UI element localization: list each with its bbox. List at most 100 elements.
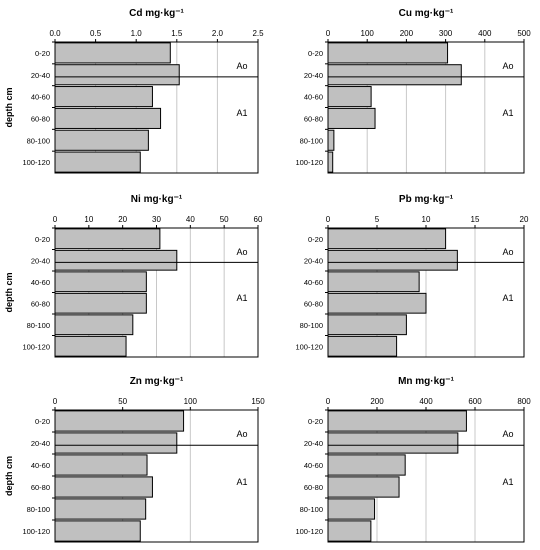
y-tick-label: 0-20 — [308, 235, 323, 244]
horizon-label-a1: A1 — [236, 293, 247, 303]
y-tick-label: 60-80 — [31, 299, 50, 308]
chart-panel-5: Zn mg·kg⁻¹ Ao A1 0 50 100 150 0-20 20-40 40-60 60-… — [4, 376, 265, 543]
bar-20-40 — [54, 249, 178, 271]
x-tick-label: 0 — [326, 397, 331, 406]
y-tick-label: 40-60 — [31, 93, 50, 102]
bar-60-80 — [327, 476, 400, 498]
x-tick-label: 500 — [517, 29, 531, 38]
y-tick-label: 0-20 — [35, 417, 50, 426]
bar-100-120 — [54, 520, 141, 542]
y-tick-label: 20-40 — [304, 439, 323, 448]
bar-40-60 — [327, 454, 406, 476]
y-tick-label: 60-80 — [304, 114, 323, 123]
x-tick-label: 10 — [422, 215, 431, 224]
y-tick-label: 20-40 — [31, 256, 50, 265]
bar-100-120 — [327, 335, 398, 357]
y-tick-label: 60-80 — [304, 299, 323, 308]
bar-60-80 — [54, 292, 147, 314]
x-tick-label: 300 — [439, 29, 453, 38]
bar-0-20 — [54, 42, 171, 64]
x-tick-label: 60 — [254, 215, 263, 224]
chart-panel-4: Pb mg·kg⁻¹ Ao A1 0 5 10 15 20 0-20 20-40 40-60 60-8… — [295, 194, 529, 358]
x-tick-label: 150 — [251, 397, 265, 406]
bar-100-120 — [54, 335, 127, 357]
y-axis-label: depth cm — [4, 87, 14, 127]
y-tick-label: 40-60 — [304, 461, 323, 470]
y-tick-label: 20-40 — [304, 71, 323, 80]
x-tick-label: 0 — [326, 215, 331, 224]
bar-20-40 — [327, 64, 462, 86]
x-tick-label: 0 — [326, 29, 331, 38]
y-tick-label: 100-120 — [22, 342, 50, 351]
x-tick-label: 0.5 — [90, 29, 102, 38]
y-tick-label: 40-60 — [304, 278, 323, 287]
bar-20-40 — [54, 432, 178, 454]
x-tick-label: 20 — [520, 215, 529, 224]
bar-20-40 — [54, 64, 180, 86]
x-tick-label: 0 — [53, 397, 58, 406]
y-tick-label: 100-120 — [22, 527, 50, 536]
y-tick-label: 0-20 — [308, 417, 323, 426]
x-tick-label: 20 — [118, 215, 127, 224]
chart-title: Zn mg·kg⁻¹ — [130, 376, 184, 387]
x-tick-label: 10 — [84, 215, 93, 224]
horizon-label-ao: Ao — [502, 247, 513, 257]
bar-20-40 — [327, 249, 458, 271]
chart-panel-3: Ni mg·kg⁻¹ Ao A1 0 10 20 30 40 50 60 0-20 20-40 40-6… — [4, 194, 263, 358]
horizon-label-ao: Ao — [236, 247, 247, 257]
y-tick-label: 0-20 — [308, 49, 323, 58]
y-tick-label: 100-120 — [295, 342, 323, 351]
bar-100-120 — [327, 151, 334, 173]
bar-80-100 — [327, 498, 376, 520]
y-tick-label: 80-100 — [27, 321, 50, 330]
chart-title: Pb mg·kg⁻¹ — [399, 194, 454, 205]
x-tick-label: 400 — [419, 397, 433, 406]
y-tick-label: 100-120 — [295, 527, 323, 536]
bar-40-60 — [54, 271, 147, 293]
x-tick-label: 50 — [220, 215, 229, 224]
x-tick-label: 0.0 — [49, 29, 61, 38]
bar-80-100 — [327, 314, 407, 336]
x-tick-label: 200 — [370, 397, 384, 406]
bar-0-20 — [54, 410, 185, 432]
bar-0-20 — [54, 228, 161, 250]
y-tick-label: 80-100 — [27, 136, 50, 145]
x-tick-label: 0 — [53, 215, 58, 224]
y-tick-label: 60-80 — [31, 114, 50, 123]
y-axis-label: depth cm — [4, 272, 14, 312]
y-tick-label: 20-40 — [304, 256, 323, 265]
x-tick-label: 2.0 — [212, 29, 224, 38]
x-tick-label: 1.5 — [171, 29, 183, 38]
y-tick-label: 0-20 — [35, 235, 50, 244]
horizon-label-ao: Ao — [502, 61, 513, 71]
y-tick-label: 80-100 — [300, 321, 323, 330]
bar-60-80 — [327, 107, 376, 129]
horizon-label-a1: A1 — [236, 477, 247, 487]
bar-80-100 — [327, 129, 335, 151]
bar-60-80 — [54, 476, 153, 498]
horizon-label-a1: A1 — [502, 293, 513, 303]
bar-0-20 — [327, 410, 467, 432]
bar-60-80 — [54, 107, 162, 129]
x-tick-label: 40 — [186, 215, 195, 224]
horizon-label-ao: Ao — [236, 61, 247, 71]
horizon-label-a1: A1 — [502, 108, 513, 118]
bar-100-120 — [327, 520, 372, 542]
x-tick-label: 200 — [400, 29, 414, 38]
y-tick-label: 60-80 — [304, 483, 323, 492]
y-tick-label: 100-120 — [22, 158, 50, 167]
y-tick-label: 20-40 — [31, 439, 50, 448]
x-tick-label: 1.0 — [131, 29, 143, 38]
horizon-label-ao: Ao — [502, 429, 513, 439]
x-tick-label: 600 — [468, 397, 482, 406]
y-tick-label: 80-100 — [300, 505, 323, 514]
y-tick-label: 40-60 — [31, 278, 50, 287]
horizon-label-a1: A1 — [502, 477, 513, 487]
x-tick-label: 50 — [118, 397, 127, 406]
bar-40-60 — [327, 86, 372, 108]
x-tick-label: 2.5 — [252, 29, 264, 38]
y-tick-label: 20-40 — [31, 71, 50, 80]
bar-80-100 — [54, 129, 149, 151]
horizon-label-ao: Ao — [236, 429, 247, 439]
